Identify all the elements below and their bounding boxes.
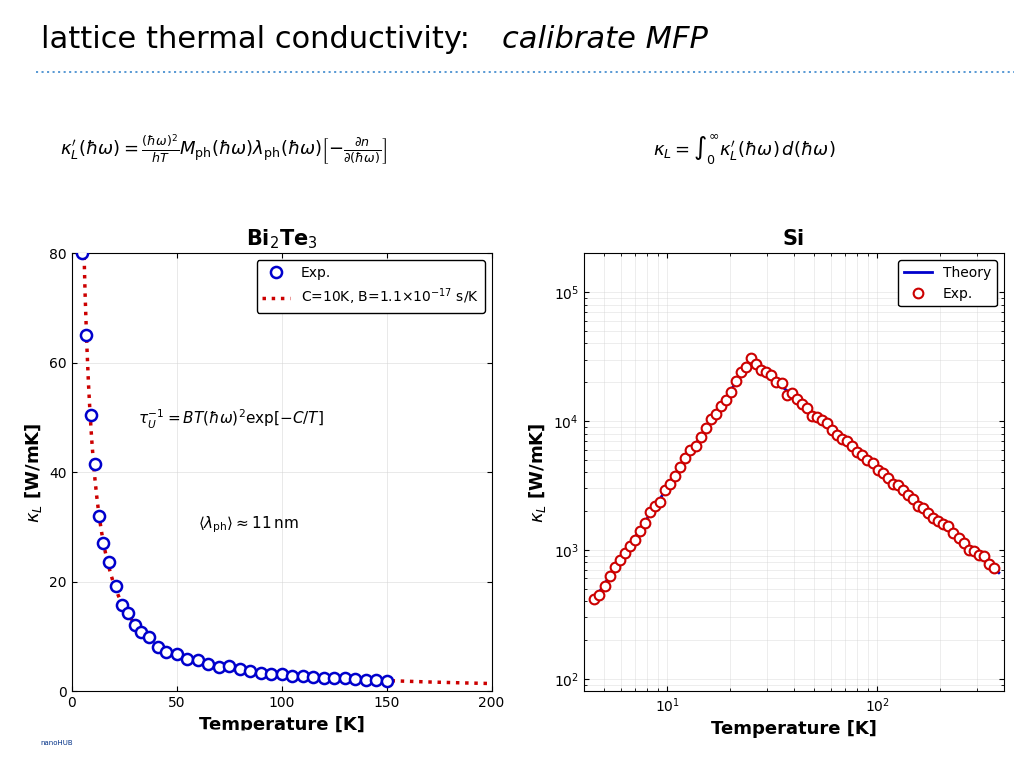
Text: 20: 20 <box>967 733 993 753</box>
Legend: Theory, Exp.: Theory, Exp. <box>898 260 996 306</box>
Text: Maassen nanoHUB-U Fall 2013: Maassen nanoHUB-U Fall 2013 <box>374 734 650 752</box>
Text: nanoHUB: nanoHUB <box>40 740 73 746</box>
X-axis label: Temperature [K]: Temperature [K] <box>711 720 877 738</box>
Y-axis label: $\kappa_L$ [W/mK]: $\kappa_L$ [W/mK] <box>527 422 548 522</box>
Text: lattice thermal conductivity:: lattice thermal conductivity: <box>41 25 489 54</box>
Text: $\kappa_L = \int_0^{\infty} \kappa_L'(\hbar\omega)\,d(\hbar\omega)$: $\kappa_L = \int_0^{\infty} \kappa_L'(\h… <box>653 133 836 167</box>
Title: Bi$_2$Te$_3$: Bi$_2$Te$_3$ <box>246 227 317 250</box>
Title: Si: Si <box>782 229 805 249</box>
Text: $\kappa_L'(\hbar\omega) = \frac{(\hbar\omega)^2}{hT}M_{\rm ph}(\hbar\omega)\lamb: $\kappa_L'(\hbar\omega) = \frac{(\hbar\o… <box>59 133 387 167</box>
Text: $\tau_U^{-1} = BT(\hbar\omega)^2 \exp[-C/T]$: $\tau_U^{-1} = BT(\hbar\omega)^2 \exp[-C… <box>138 408 325 432</box>
Y-axis label: $\kappa_L$ [W/mK]: $\kappa_L$ [W/mK] <box>23 422 44 522</box>
X-axis label: Temperature [K]: Temperature [K] <box>199 716 365 733</box>
Text: $\langle\lambda_{\mathrm{ph}}\rangle \approx 11\,\mathrm{nm}$: $\langle\lambda_{\mathrm{ph}}\rangle \ap… <box>198 515 298 535</box>
Legend: Exp., C=10K, B=1.1×10$^{-17}$ s/K: Exp., C=10K, B=1.1×10$^{-17}$ s/K <box>256 260 484 313</box>
Text: calibrate MFP: calibrate MFP <box>502 25 708 54</box>
Circle shape <box>0 728 364 758</box>
